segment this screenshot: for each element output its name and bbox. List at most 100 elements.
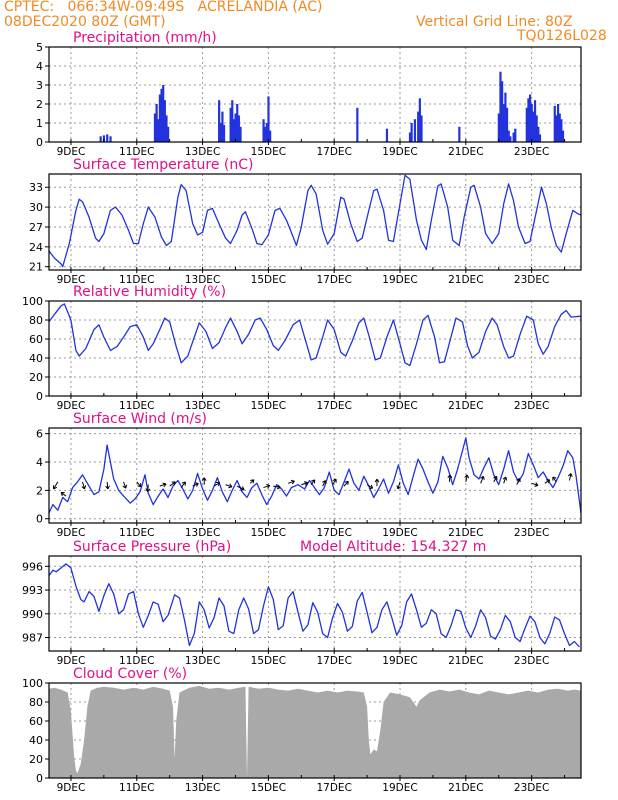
y-tick-label: 33 bbox=[29, 181, 43, 194]
y-tick-label: 60 bbox=[29, 715, 43, 728]
x-tick-label: 11DEC bbox=[119, 146, 154, 158]
x-tick-label: 19DEC bbox=[382, 655, 417, 667]
precip-bar bbox=[162, 85, 165, 142]
wind-arrow bbox=[544, 479, 551, 484]
y-tick-label: 4 bbox=[36, 456, 43, 469]
precip-bar bbox=[527, 98, 530, 142]
x-tick-label: 23DEC bbox=[514, 782, 549, 794]
x-tick-label: 11DEC bbox=[119, 400, 154, 412]
wind-panel: 0 2 4 6 9DEC 11DEC 13DEC 15DEC 17DEC 19DEC 21DEC 23… bbox=[36, 411, 582, 539]
precip-bar bbox=[512, 132, 515, 142]
precip-bar bbox=[458, 126, 461, 142]
x-tick-label: 9DEC bbox=[57, 527, 86, 539]
precip-bar bbox=[418, 98, 421, 142]
y-tick-label: 987 bbox=[22, 632, 43, 645]
x-tick-label: 23DEC bbox=[514, 274, 549, 286]
x-tick-label: 15DEC bbox=[251, 527, 286, 539]
precip-bar bbox=[262, 119, 265, 142]
header-date: 08DEC2020 80Z (GMT) bbox=[4, 14, 166, 30]
humidity-panel: 0 20 40 60 80 100 9DEC 11DEC 13DEC 15DEC 17DEC 19DE… bbox=[22, 284, 582, 412]
x-tick-label: 23DEC bbox=[514, 655, 549, 667]
y-tick-label: 20 bbox=[29, 371, 43, 384]
x-tick-label: 9DEC bbox=[57, 274, 86, 286]
precip-bar bbox=[385, 128, 389, 142]
x-tick-label: 19DEC bbox=[382, 400, 417, 412]
wind-arrow bbox=[480, 475, 485, 484]
precip-bar bbox=[157, 119, 160, 142]
wind-arrow bbox=[273, 484, 281, 490]
x-tick-label: 17DEC bbox=[316, 274, 351, 286]
wind-arrow bbox=[213, 482, 221, 487]
wind-arrow bbox=[322, 480, 327, 487]
wind-arrow bbox=[396, 481, 402, 490]
wind-arrow bbox=[201, 477, 207, 485]
precip-bar bbox=[239, 126, 242, 142]
x-tick-label: 17DEC bbox=[316, 146, 351, 158]
precip-bar bbox=[109, 136, 112, 142]
x-tick-label: 11DEC bbox=[119, 782, 154, 794]
precip-bar bbox=[163, 100, 166, 142]
x-tick-label: 23DEC bbox=[514, 146, 549, 158]
precip-bar bbox=[269, 130, 272, 142]
y-tick-label: 24 bbox=[29, 241, 43, 254]
humidity-line bbox=[48, 303, 582, 367]
y-tick-label: 1 bbox=[36, 117, 43, 130]
pressure-panel: 987 990 993 996 9DEC 11DEC 13DEC 15DEC 17DEC 19DE… bbox=[22, 539, 582, 667]
precip-bar bbox=[236, 104, 239, 142]
precipitation-title: Precipitation (mm/h) bbox=[73, 30, 217, 46]
precip-bar bbox=[555, 115, 558, 142]
precip-bar bbox=[265, 123, 268, 142]
precip-bar bbox=[167, 126, 170, 142]
y-tick-label: 993 bbox=[22, 584, 43, 597]
precip-bar bbox=[505, 107, 509, 142]
wind-arrow bbox=[60, 492, 67, 497]
x-tick-label: 13DEC bbox=[185, 782, 220, 794]
y-tick-label: 2 bbox=[36, 98, 43, 111]
x-tick-label: 21DEC bbox=[448, 400, 483, 412]
x-tick-label: 21DEC bbox=[448, 655, 483, 667]
y-tick-label: 27 bbox=[29, 221, 43, 234]
wind-arrow bbox=[145, 484, 151, 493]
header-model-id: TQ0126L028 bbox=[517, 28, 607, 44]
temperature-title: Surface Temperature (nC) bbox=[73, 157, 254, 173]
precip-bar bbox=[267, 96, 270, 142]
wind-line bbox=[48, 437, 582, 514]
wind-arrow bbox=[136, 481, 142, 488]
precip-bar bbox=[234, 113, 237, 142]
y-tick-label: 996 bbox=[22, 560, 43, 573]
wind-arrow bbox=[169, 481, 176, 487]
wind-arrow bbox=[531, 482, 539, 487]
x-tick-label: 9DEC bbox=[57, 655, 86, 667]
x-tick-label: 19DEC bbox=[382, 146, 417, 158]
x-tick-label: 21DEC bbox=[448, 782, 483, 794]
pressure-line bbox=[48, 563, 580, 648]
temperature-line bbox=[48, 174, 582, 268]
precip-bar bbox=[237, 115, 240, 142]
precip-bar bbox=[410, 123, 413, 142]
precip-bar bbox=[102, 135, 106, 142]
precip-bar bbox=[231, 100, 234, 142]
x-tick-label: 17DEC bbox=[316, 782, 351, 794]
precip-bar bbox=[556, 104, 560, 142]
y-tick-label: 0 bbox=[36, 772, 43, 785]
humidity-frame bbox=[48, 300, 582, 397]
x-tick-label: 17DEC bbox=[316, 527, 351, 539]
wind-arrow bbox=[332, 478, 337, 485]
precip-bar bbox=[560, 119, 563, 142]
y-tick-label: 40 bbox=[29, 352, 43, 365]
y-tick-label: 4 bbox=[36, 60, 43, 73]
precipitation-panel: 0 1 2 3 4 5 9DEC 11DEC 13DEC 15DEC 17DEC 19DEC 21DEC… bbox=[36, 30, 582, 158]
x-tick-label: 11DEC bbox=[119, 527, 154, 539]
wind-arrow bbox=[52, 481, 59, 490]
wind-arrow bbox=[464, 474, 470, 482]
precip-bar bbox=[497, 113, 500, 142]
wind-arrow bbox=[159, 482, 167, 488]
y-tick-label: 20 bbox=[29, 753, 43, 766]
precip-bar bbox=[356, 107, 359, 142]
wind-title: Surface Wind (m/s) bbox=[73, 411, 207, 427]
wind-arrow bbox=[374, 478, 380, 487]
wind-arrow bbox=[552, 476, 557, 483]
y-tick-label: 100 bbox=[22, 677, 43, 690]
x-tick-label: 13DEC bbox=[185, 400, 220, 412]
wind-arrow bbox=[180, 481, 186, 488]
